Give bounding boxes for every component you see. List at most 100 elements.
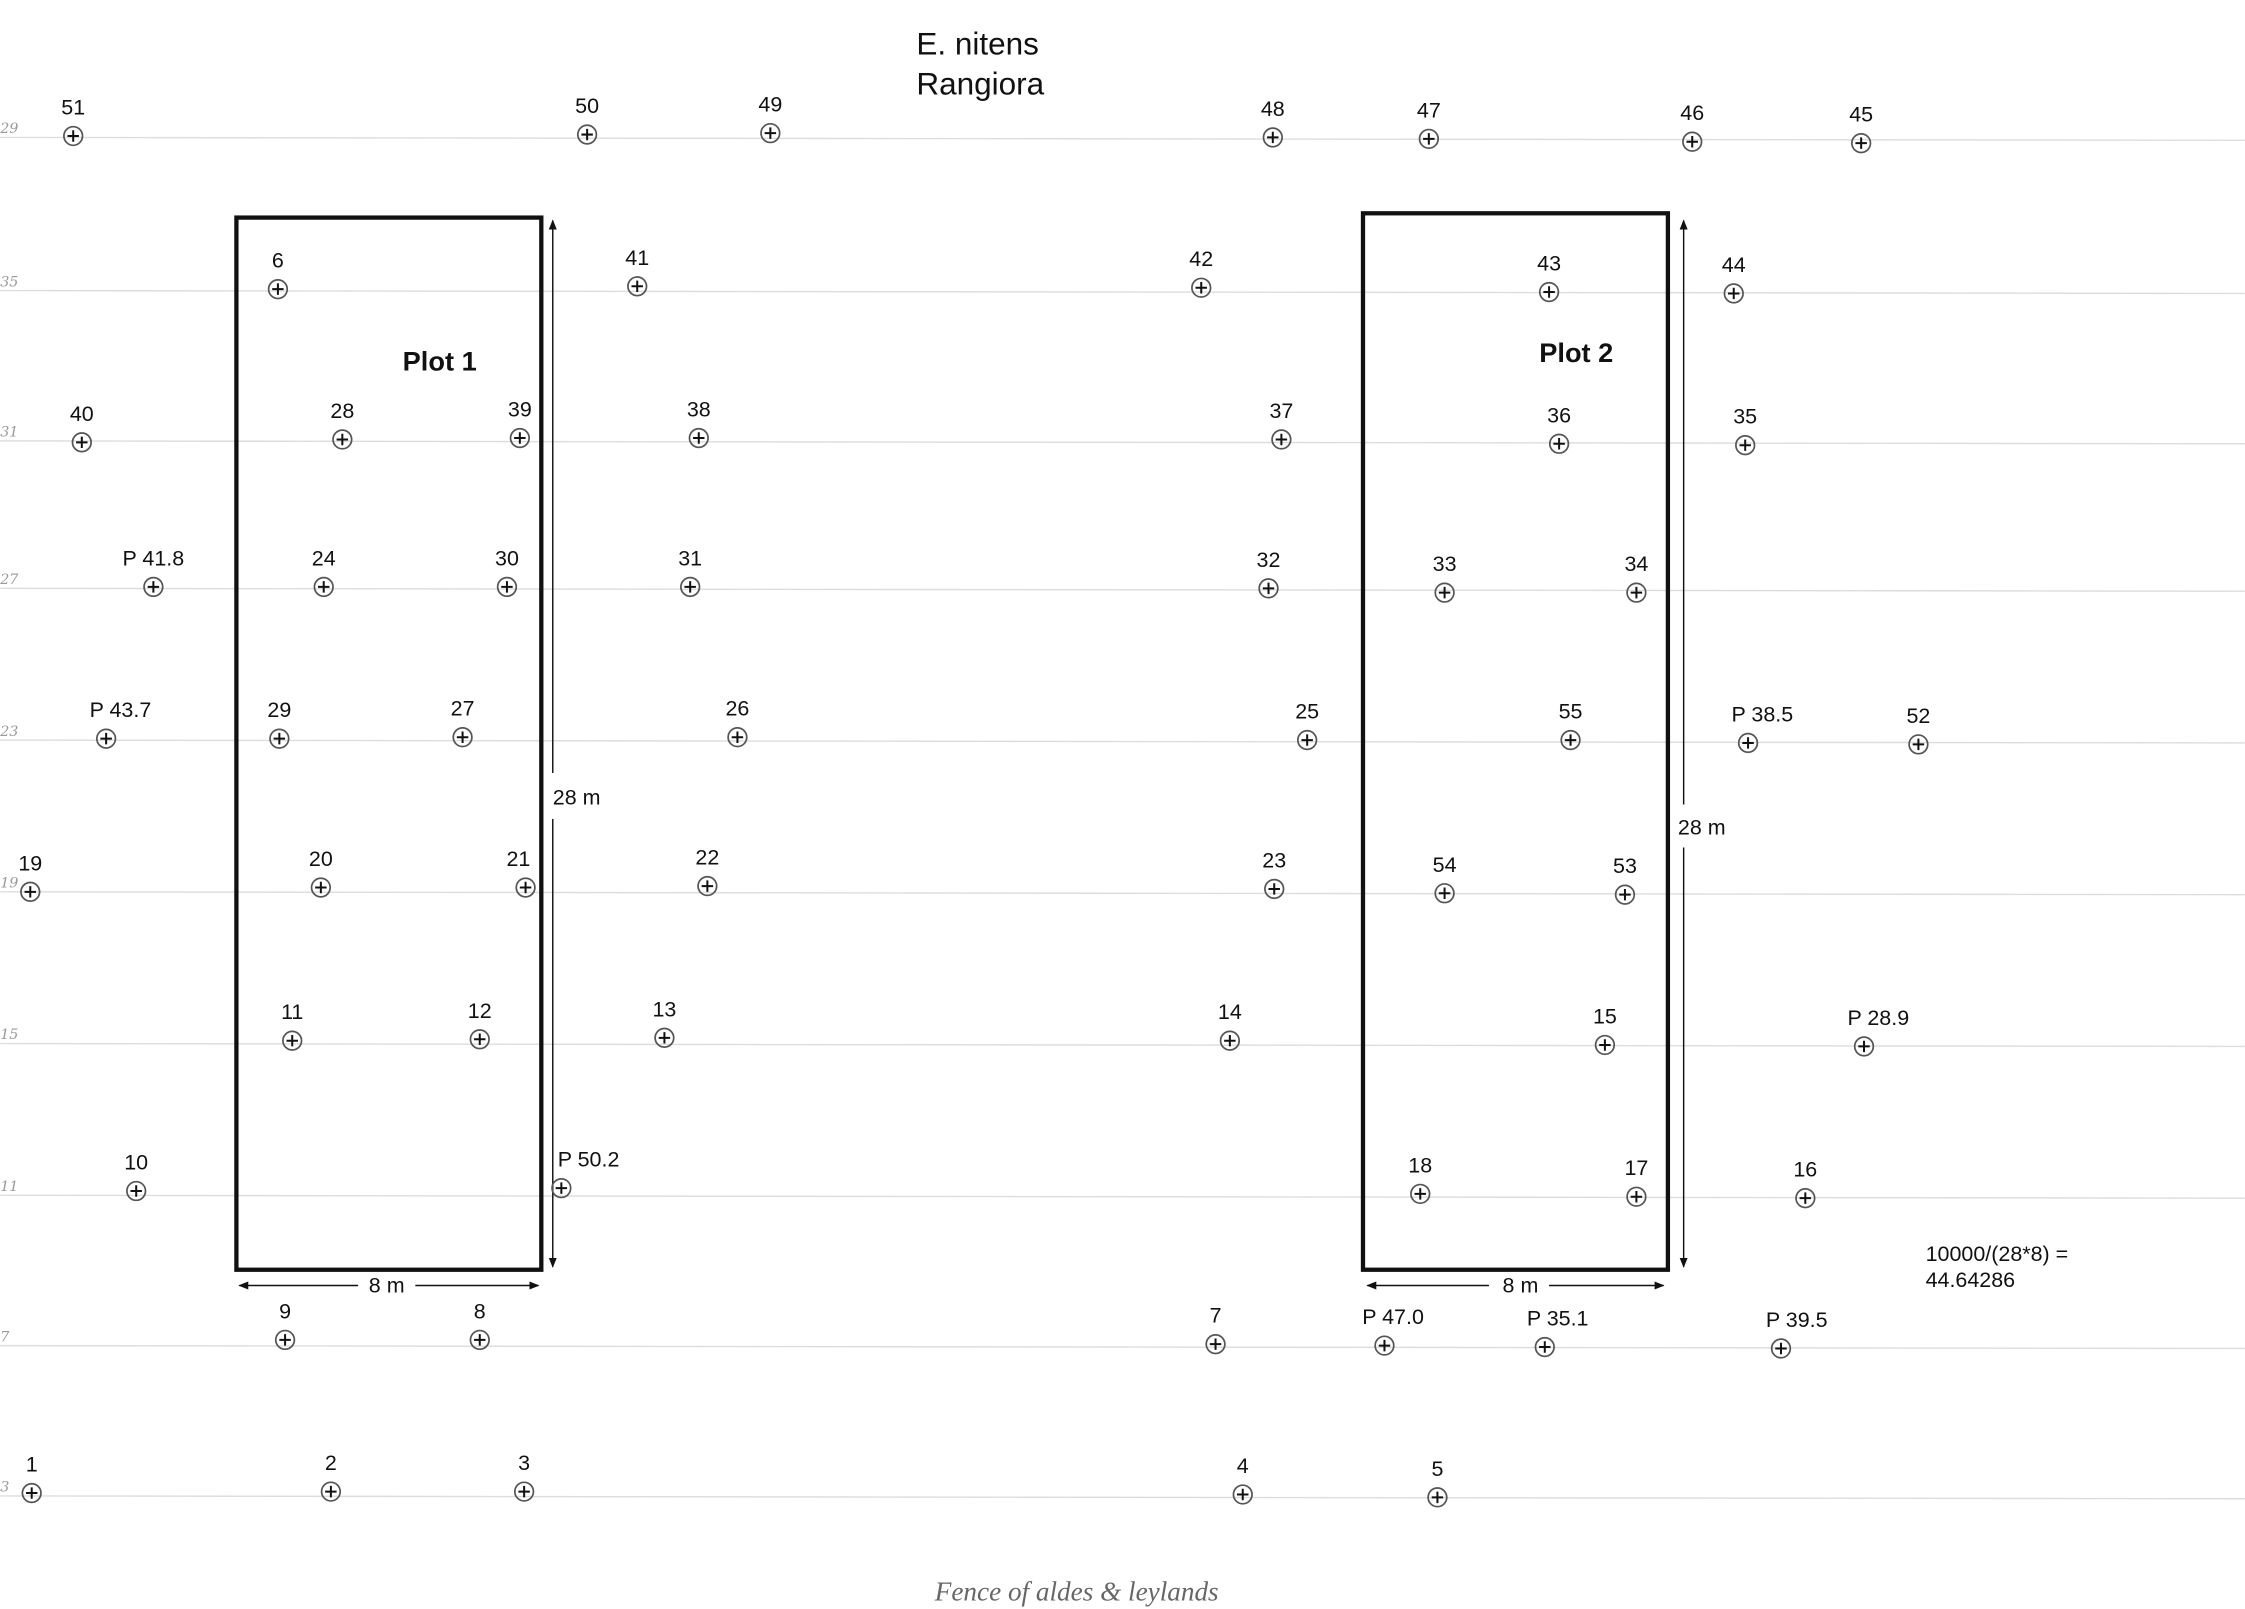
tree-label: 1 [26,1453,38,1477]
plot-width: 8 m [369,1274,405,1298]
tree-cross [1195,282,1207,294]
tree-marker [282,1030,303,1051]
tree-marker [1205,1334,1226,1355]
tree-cross [100,732,112,745]
tree-marker [71,432,92,453]
tree-label: P 47.0 [1362,1305,1424,1329]
tree-cross [518,1485,530,1498]
tree-cross [1775,1342,1787,1355]
row-label: 11 [0,1179,18,1195]
tree-marker [1795,1187,1816,1209]
tree-marker [469,1029,490,1050]
tree-label: 47 [1417,98,1441,122]
tree-cross [1742,737,1754,749]
tree-cross [456,731,469,743]
tree-label: 11 [281,1000,303,1024]
row-line [0,739,2245,744]
row-line [0,1042,2245,1048]
tree-label: 13 [652,997,676,1021]
tree-label: 43 [1537,252,1561,276]
tree-cross [1728,287,1740,300]
tree-cross [318,581,330,593]
tree-cross [631,280,643,293]
tree-label: 48 [1261,97,1285,121]
tree-marker [513,1481,535,1502]
tree-label: 55 [1559,700,1583,724]
tree-label: 10 [124,1151,148,1175]
tree-cross [658,1032,671,1044]
tree-cross [1275,433,1288,446]
tree-marker [1418,128,1440,150]
tree-marker [627,276,648,297]
tree-cross [1431,1491,1444,1504]
tree-marker [1853,1036,1875,1057]
tree-marker [1723,283,1744,304]
tree-cross [279,1334,291,1346]
tree-label: 15 [1593,1005,1617,1029]
tree-marker [576,124,598,145]
tree-marker [1232,1484,1253,1505]
row-label: 31 [0,425,18,441]
row-line [0,289,2245,295]
tree-label: 27 [451,697,475,721]
tree-cross [1438,586,1451,599]
tree-label: 33 [1433,552,1457,576]
plot-length: 28 m [553,785,601,809]
row-line [0,1495,2245,1500]
tree-cross [474,1033,486,1045]
tree-cross [1224,1034,1236,1047]
tree-marker [654,1027,675,1048]
tree-label: 46 [1680,101,1704,125]
tree-cross [67,130,79,142]
tree-marker [1626,1186,1647,1207]
tree-label: 7 [1210,1304,1222,1328]
tree-cross [1414,1188,1426,1200]
tree-cross [764,127,777,139]
plot-width: 8 m [1503,1274,1539,1298]
tree-label: 14 [1218,1000,1242,1024]
tree-cross [1739,439,1751,451]
tree-cross [76,436,88,449]
tree-cross [514,432,526,444]
tree-marker [1262,127,1283,148]
tree-cross [501,581,513,593]
tree-cross [286,1034,298,1047]
tree-marker [496,576,518,598]
tree-cross [1858,1040,1870,1053]
plot-boundary [234,215,544,1272]
tree-marker [1427,1487,1448,1508]
tree-label: 18 [1408,1153,1432,1177]
tree-cross [1912,738,1925,751]
plot-length: 28 m [1678,816,1726,840]
tree-label: 53 [1613,854,1637,878]
tree-cross [1553,438,1565,450]
tree-marker [274,1329,296,1351]
tree-marker [269,728,290,749]
tree-label: 4 [1237,1454,1249,1478]
tree-cross [1262,582,1275,595]
tree-cross [1599,1039,1611,1051]
tree-marker [1434,582,1455,603]
tree-label: 34 [1624,552,1648,576]
tree-marker [1770,1338,1792,1359]
tree-marker [688,427,709,449]
tree-marker [320,1481,342,1502]
tree-cross [701,880,714,892]
tree-label: 36 [1547,403,1571,427]
tree-cross [147,581,160,593]
tree-marker [1374,1335,1395,1356]
plot-title: Plot 1 [403,346,477,377]
tree-label: 42 [1189,247,1213,271]
formula-result: 44.64286 [1926,1268,2016,1292]
formula-expression: 10000/(28*8) = [1926,1242,2069,1266]
tree-marker [95,728,117,749]
tree-label: 45 [1849,103,1873,127]
tree-label: 29 [267,698,291,722]
row-label: 15 [0,1027,18,1043]
tree-cross [1855,137,1867,149]
tree-cross [1630,1191,1643,1203]
tree-marker [1560,729,1581,751]
tree-label: 5 [1431,1457,1443,1481]
tree-marker [126,1180,147,1202]
tree-marker [469,1329,490,1351]
